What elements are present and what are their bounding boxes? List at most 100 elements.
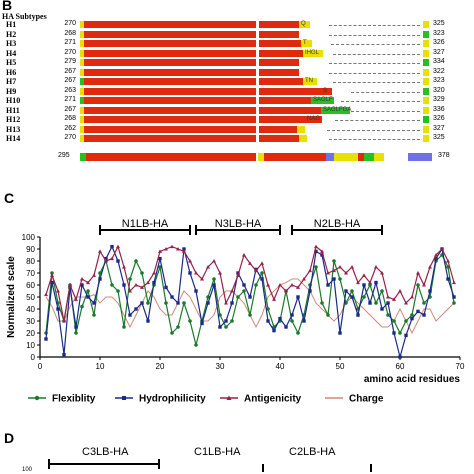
data-point-flexiblity [326,313,330,317]
row-lead-block [80,30,84,38]
row-gap-dashes [351,91,420,93]
y-tick-label: 20 [26,329,35,338]
data-point-flexiblity [380,289,384,293]
row-gap-dashes [329,25,420,26]
consensus-segment [80,153,86,161]
row-conserved-block-1 [84,30,256,38]
row-conserved-block-2 [259,116,305,123]
consensus-segment [326,153,334,161]
data-point-antigenicity [164,247,168,251]
consensus-segment [258,153,264,161]
data-point-antigenicity [272,297,276,301]
row-conserved-block-2 [259,21,299,28]
data-point-flexiblity [416,283,420,287]
data-point-flexiblity [398,331,402,335]
row-lead-block [80,135,84,142]
legend-label: Charge [349,394,384,405]
data-point-antigenicity [308,268,312,273]
consensus-segment [374,153,384,161]
data-point-hydrophilicity [128,313,132,317]
data-point-flexiblity [194,343,198,347]
legend-label: Antigenicity [244,394,302,405]
data-point-antigenicity [74,297,78,301]
panel-d-letter: D [4,430,15,446]
data-point-antigenicity [248,261,252,265]
data-point-flexiblity [134,259,138,263]
row-tail-mark: T [303,40,307,46]
consensus-segment [264,153,326,161]
data-point-flexiblity [176,325,180,329]
data-point-flexiblity [128,277,132,281]
data-point-flexiblity [110,283,114,287]
row-conserved-block-2 [259,59,299,66]
data-point-antigenicity [230,289,234,293]
data-point-antigenicity [200,277,204,281]
row-start-h1: 270 [64,20,76,27]
consensus-start: 295 [58,152,70,159]
data-point-hydrophilicity [188,271,192,275]
data-point-flexiblity [170,331,174,335]
row-conserved-block-1 [84,116,256,123]
data-point-flexiblity [50,271,54,275]
data-point-antigenicity [62,319,66,323]
x-tick-label: 40 [276,362,285,371]
row-gap-dashes [329,63,420,64]
data-point-antigenicity [194,271,198,275]
row-tail-block [301,40,312,47]
panel-d-marker-2 [370,464,372,472]
data-point-antigenicity [236,273,240,277]
row-end-h5: 334 [433,58,445,65]
panel-d-bracket-tick-right [158,459,160,469]
x-tick-label: 0 [38,362,43,371]
row-conserved-block-2 [259,30,299,38]
row-conserved-block-1 [84,97,256,104]
row-end-h14: 325 [433,134,445,141]
row-end-h4: 327 [433,48,445,56]
consensus-segment [364,153,374,161]
region-label: N1LB-HA [122,218,169,230]
data-point-flexiblity [368,283,372,287]
row-lead-block [80,116,84,123]
panel-d-label-c1: C1LB-HA [194,446,241,458]
row-label-h11: H11 [6,105,20,115]
row-label-h9: H9 [6,86,17,96]
row-gap-dashes [329,34,420,36]
data-point-antigenicity [350,265,354,269]
data-point-flexiblity [350,289,354,293]
row-tail-mark: SAGLF [313,97,333,103]
data-point-flexiblity [386,313,390,317]
row-conserved-block-2 [259,97,311,104]
row-gap-dashes [329,72,420,74]
y-tick-label: 40 [26,305,35,314]
data-point-flexiblity [164,301,168,305]
data-point-hydrophilicity [428,289,432,293]
data-point-hydrophilicity [176,301,180,305]
data-point-antigenicity [302,277,306,281]
panel-d-marker-1 [262,464,264,472]
data-point-flexiblity [92,313,96,317]
row-lead-block [80,87,84,95]
data-point-hydrophilicity [104,256,108,261]
row-start-h13: 262 [64,124,76,132]
data-point-antigenicity [362,273,366,277]
row-tail-block [305,116,322,123]
row-gap-dashes [335,120,420,121]
data-point-antigenicity [266,283,270,287]
row-tail-block [297,125,305,133]
data-point-antigenicity [242,253,246,257]
data-point-flexiblity [362,295,366,299]
row-conserved-block-2 [259,68,299,76]
data-point-hydrophilicity [92,301,96,305]
row-tail-mark: IHGL [305,49,320,56]
row-tail-block [299,21,310,28]
data-point-antigenicity [404,301,408,305]
consensus-segment [358,153,364,161]
data-point-hydrophilicity [86,295,90,299]
data-point-flexiblity [422,301,426,305]
row-label-h7: H7 [6,77,17,86]
data-point-hydrophilicity [308,289,312,293]
data-point-antigenicity [140,285,144,289]
data-point-antigenicity [284,289,288,293]
row-label-h5: H5 [6,58,17,67]
data-point-hydrophilicity [206,301,210,305]
